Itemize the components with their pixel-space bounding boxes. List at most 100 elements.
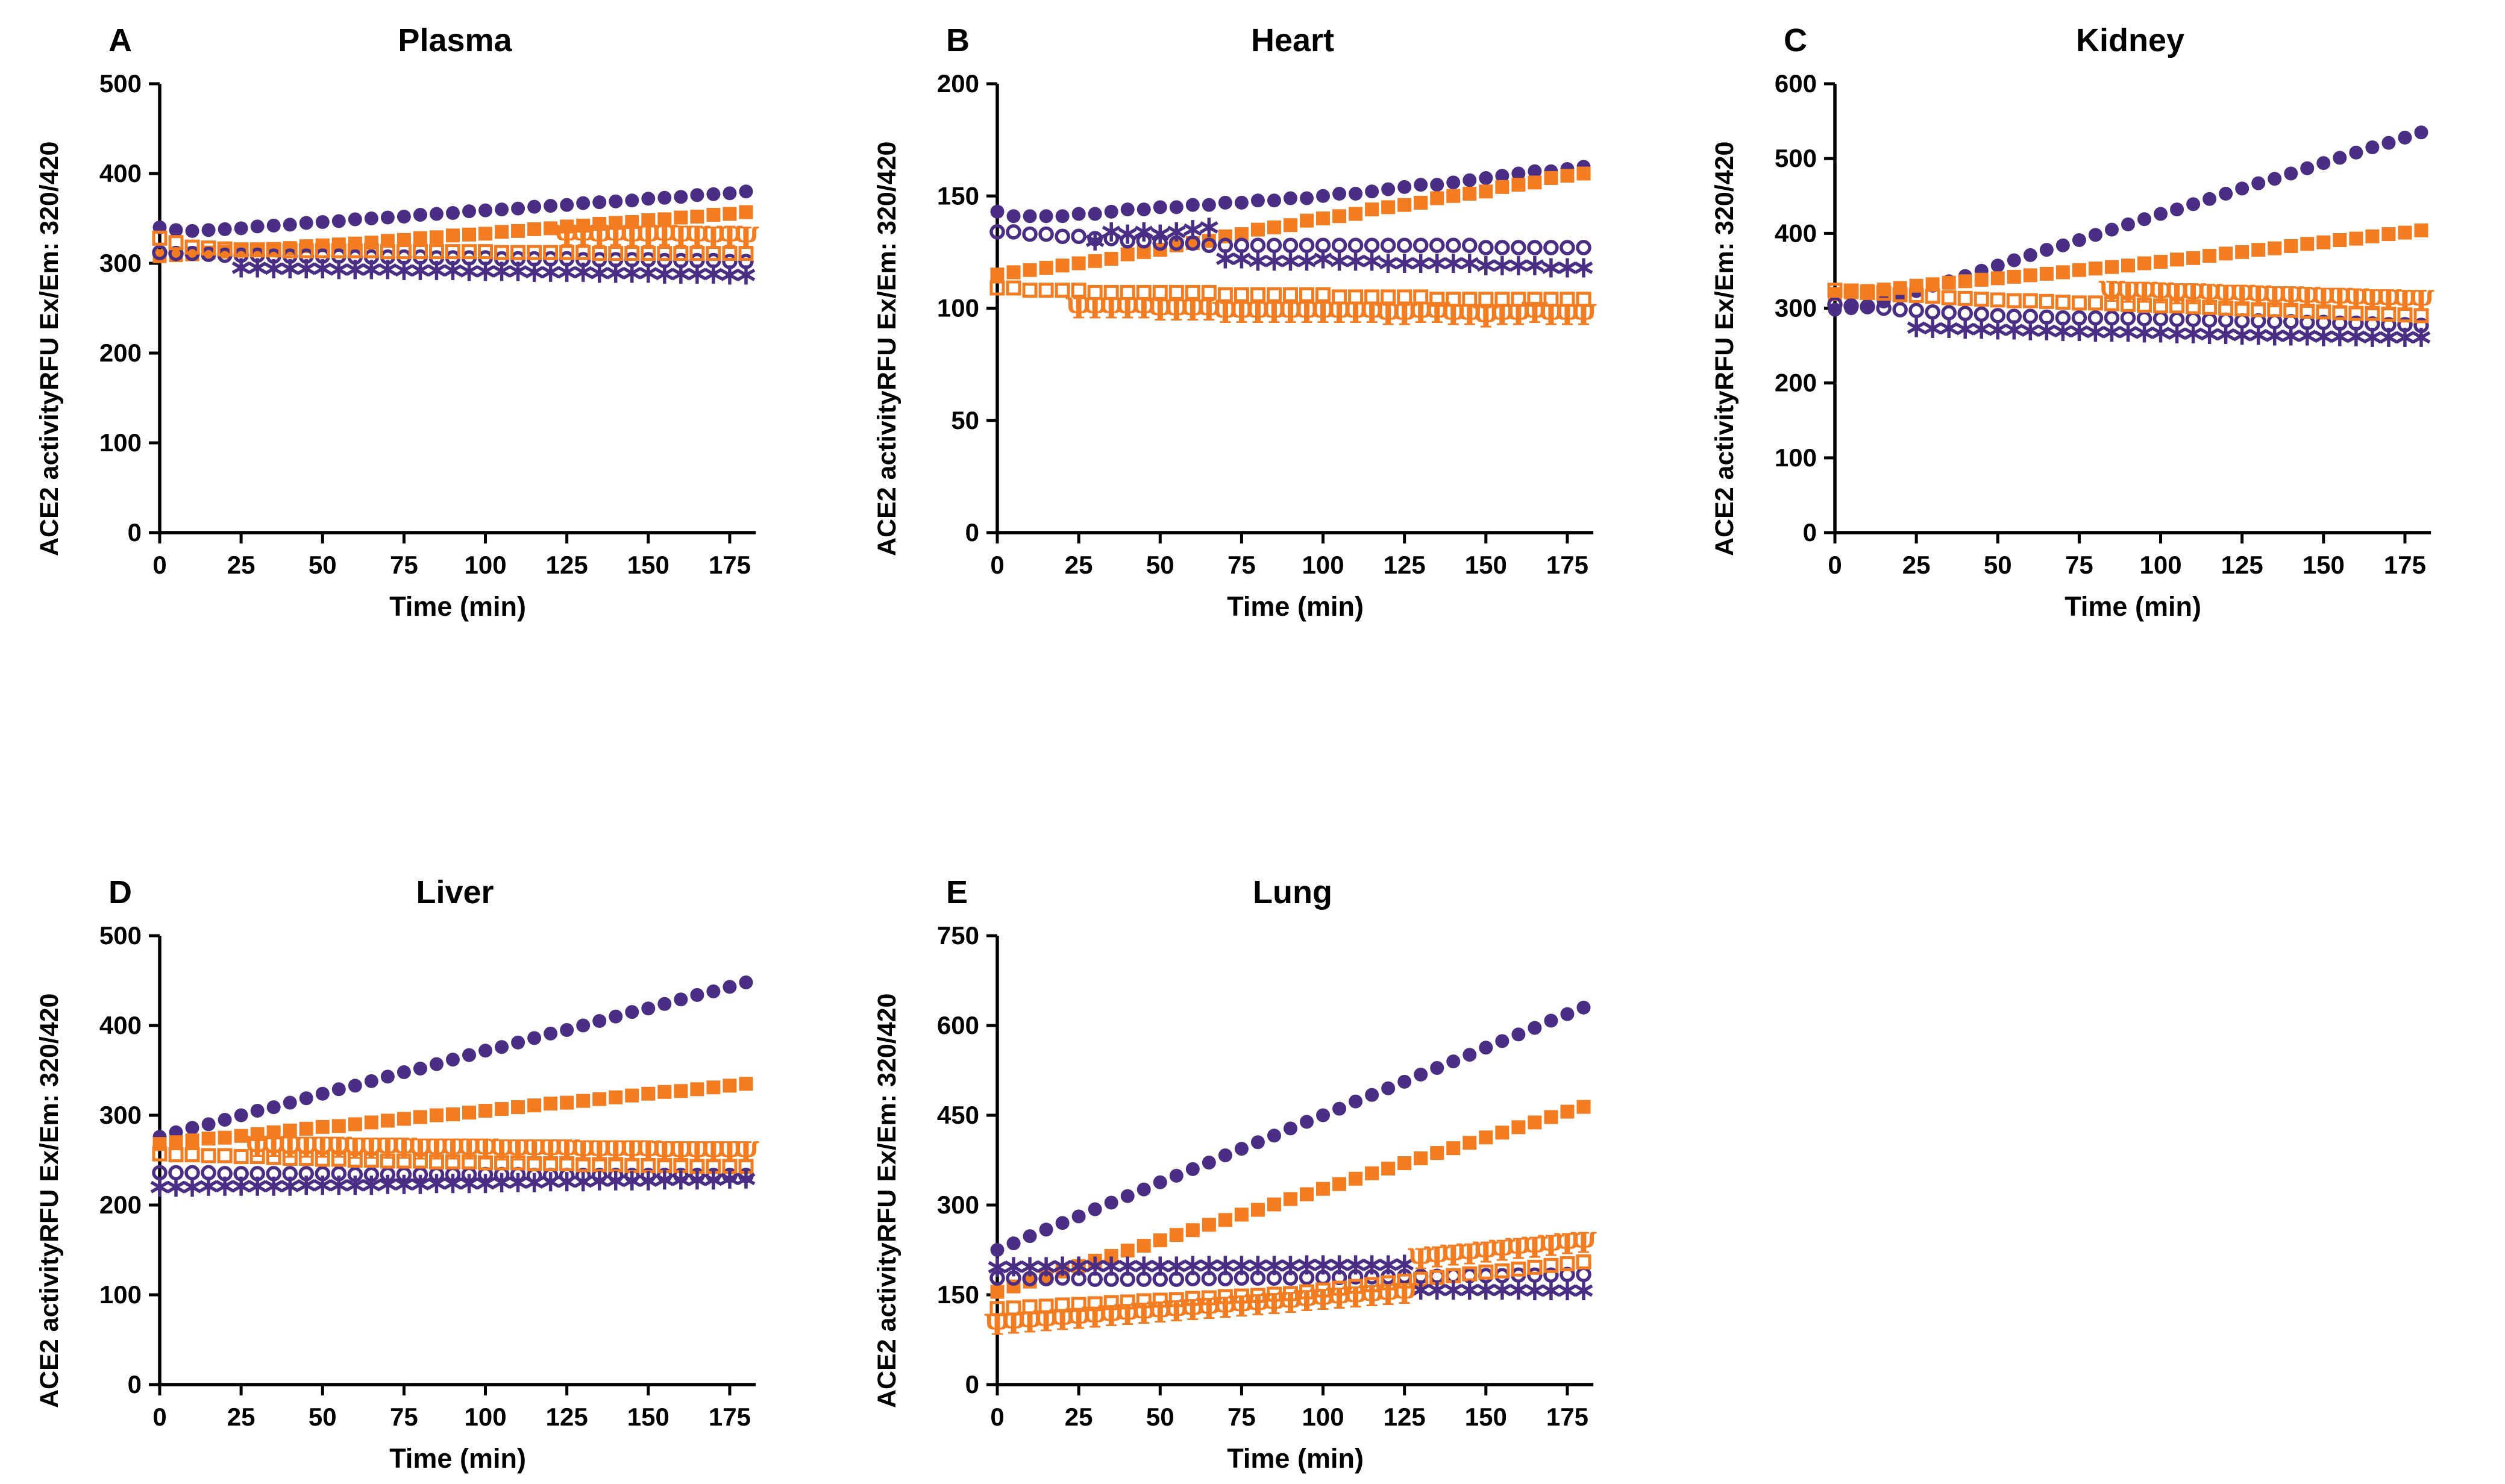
series-filled-circle xyxy=(990,160,1591,224)
svg-text:Ψ: Ψ xyxy=(1049,1304,1076,1338)
svg-text:Ψ: Ψ xyxy=(2229,279,2256,313)
svg-text:Ψ: Ψ xyxy=(1000,1307,1027,1341)
svg-text:Ψ: Ψ xyxy=(325,1132,352,1165)
svg-text:Ψ: Ψ xyxy=(619,1135,645,1169)
y-axis-label-line1: ACE2 activity xyxy=(35,390,64,557)
svg-text:Ψ: Ψ xyxy=(1359,296,1385,330)
svg-text:Ψ: Ψ xyxy=(456,1133,483,1167)
series-asterisk xyxy=(988,1254,1593,1301)
svg-text:500: 500 xyxy=(99,69,142,98)
svg-text:Ψ: Ψ xyxy=(440,1133,466,1167)
svg-text:Ψ: Ψ xyxy=(1147,1296,1173,1330)
svg-text:Ψ: Ψ xyxy=(1130,1297,1157,1331)
svg-text:Ψ: Ψ xyxy=(1424,296,1450,330)
series-open-square xyxy=(152,1146,754,1174)
svg-text:0: 0 xyxy=(128,1370,142,1398)
svg-text:150: 150 xyxy=(627,551,669,579)
svg-text:Ψ: Ψ xyxy=(424,1133,450,1167)
series-filled-circle xyxy=(990,1000,1591,1257)
svg-text:Ψ: Ψ xyxy=(1310,296,1337,330)
panel-b-letter: B xyxy=(946,22,970,58)
lung-chart-svg: 0 150 300 450 600 750 0 25 50 75 100 125 150 175 Time … xyxy=(937,921,1597,1474)
svg-text:600: 600 xyxy=(937,1011,979,1039)
series-open-square xyxy=(989,280,1591,307)
svg-text:Ψ: Ψ xyxy=(1114,1298,1141,1332)
svg-text:Ψ: Ψ xyxy=(1326,1282,1353,1316)
panel-a-plot: 0 100 200 300 400 500 0 25 50 75 100 125 150 175 Time … xyxy=(81,69,829,629)
svg-text:100: 100 xyxy=(465,1403,507,1431)
svg-text:200: 200 xyxy=(99,1191,142,1219)
svg-text:Ψ: Ψ xyxy=(716,1136,743,1169)
y-axis-label-line2: RFU Ex/Em: 320/420 xyxy=(873,993,902,1243)
svg-text:Ψ: Ψ xyxy=(1408,296,1434,330)
svg-text:Ψ: Ψ xyxy=(1554,1228,1581,1262)
panel-c-header: C Kidney xyxy=(1693,18,2504,69)
svg-text:200: 200 xyxy=(99,339,142,367)
panel-e-y-axis-label: ACE2 activity RFU Ex/Em: 320/420 xyxy=(856,921,919,1481)
svg-text:125: 125 xyxy=(1384,551,1426,579)
svg-text:Ψ: Ψ xyxy=(1196,294,1222,328)
svg-text:125: 125 xyxy=(546,551,588,579)
panel-e-body: ACE2 activity RFU Ex/Em: 320/420 0 150 300… xyxy=(856,921,1666,1481)
panel-e-letter: E xyxy=(946,874,968,910)
svg-text:Ψ: Ψ xyxy=(2115,276,2142,310)
svg-text:150: 150 xyxy=(937,181,979,210)
svg-text:0: 0 xyxy=(965,1370,979,1398)
svg-text:Ψ: Ψ xyxy=(1326,296,1353,330)
svg-text:125: 125 xyxy=(546,1403,588,1431)
svg-text:Ψ: Ψ xyxy=(1261,1288,1288,1321)
svg-text:Ψ: Ψ xyxy=(1522,1232,1548,1265)
svg-text:Ψ: Ψ xyxy=(1278,1286,1304,1320)
panel-e-title: Lung xyxy=(1253,874,1332,910)
svg-text:Ψ: Ψ xyxy=(1065,1303,1092,1336)
svg-text:100: 100 xyxy=(2140,551,2182,579)
svg-text:Ψ: Ψ xyxy=(1098,292,1124,326)
svg-text:75: 75 xyxy=(390,1403,418,1431)
svg-text:Ψ: Ψ xyxy=(1163,1295,1190,1329)
svg-text:Ψ: Ψ xyxy=(554,219,580,253)
svg-text:Ψ: Ψ xyxy=(1278,296,1304,330)
svg-text:300: 300 xyxy=(1775,294,1817,322)
svg-text:Ψ: Ψ xyxy=(374,1132,401,1166)
series-filled-circle xyxy=(152,184,753,238)
y-axis-label-line1: ACE2 activity xyxy=(873,390,902,557)
kidney-chart-svg: 0 100 200 300 400 500 600 0 25 50 75 100 125 150 175 Ti… xyxy=(1775,69,2435,622)
svg-text:Ψ: Ψ xyxy=(700,221,727,255)
svg-text:25: 25 xyxy=(1065,1403,1093,1431)
svg-text:Ψ: Ψ xyxy=(668,1136,694,1169)
svg-text:Ψ: Ψ xyxy=(586,1135,613,1169)
svg-text:Ψ: Ψ xyxy=(1489,299,1516,333)
svg-text:Ψ: Ψ xyxy=(1261,296,1288,330)
svg-text:75: 75 xyxy=(1227,551,1256,579)
svg-text:Ψ: Ψ xyxy=(2408,284,2434,318)
svg-text:400: 400 xyxy=(99,159,142,187)
svg-text:Ψ: Ψ xyxy=(2131,276,2158,310)
svg-text:150: 150 xyxy=(1465,551,1507,579)
svg-text:100: 100 xyxy=(1302,1403,1344,1431)
svg-text:Ψ: Ψ xyxy=(1440,299,1467,333)
svg-text:Ψ: Ψ xyxy=(716,220,743,254)
svg-text:0: 0 xyxy=(128,518,142,546)
svg-text:150: 150 xyxy=(627,1403,669,1431)
svg-text:175: 175 xyxy=(709,551,751,579)
svg-text:0: 0 xyxy=(1828,551,1842,579)
svg-text:Ψ: Ψ xyxy=(1228,1290,1255,1324)
svg-text:Ψ: Ψ xyxy=(2164,278,2190,312)
svg-text:Ψ: Ψ xyxy=(407,1133,434,1167)
svg-text:125: 125 xyxy=(1384,1403,1426,1431)
panel-c-kidney: C Kidney ACE2 activity RFU Ex/Em: 320/42… xyxy=(1693,18,2504,629)
y-axis-label-line1: ACE2 activity xyxy=(873,1242,902,1409)
panel-d-y-axis-label: ACE2 activity RFU Ex/Em: 320/420 xyxy=(18,921,81,1481)
svg-text:100: 100 xyxy=(465,551,507,579)
svg-text:175: 175 xyxy=(1546,1403,1588,1431)
panel-c-body: ACE2 activity RFU Ex/Em: 320/420 0 100 200… xyxy=(1693,69,2504,629)
svg-text:100: 100 xyxy=(1775,443,1817,472)
svg-text:0: 0 xyxy=(1803,518,1817,546)
series-asterisk xyxy=(1907,318,2431,347)
series-asterisk xyxy=(150,1169,756,1197)
panel-b-body: ACE2 activity RFU Ex/Em: 320/420 0 50 100 1… xyxy=(856,69,1666,629)
svg-text:75: 75 xyxy=(390,551,418,579)
svg-text:Ψ: Ψ xyxy=(1391,1277,1418,1311)
